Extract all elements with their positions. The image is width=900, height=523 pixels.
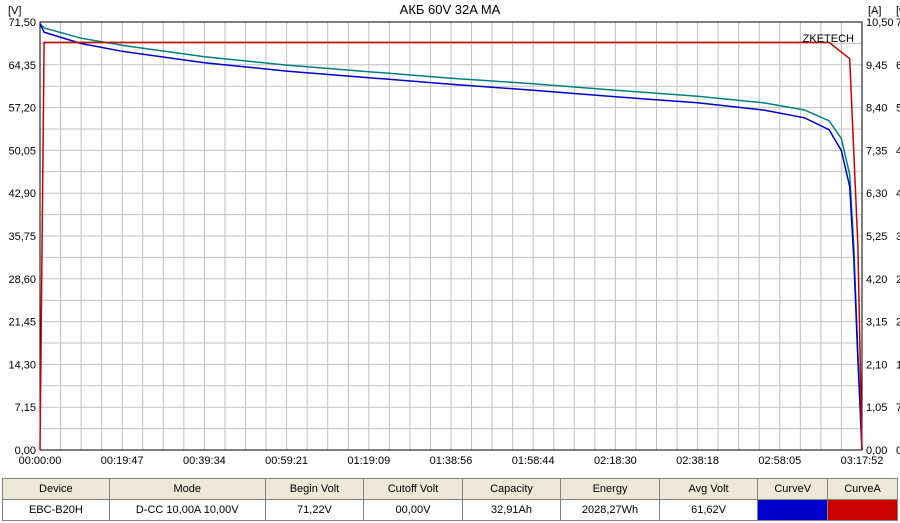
y-right-w-tick: 631,1 <box>896 60 900 72</box>
y-left-tick: 50,05 <box>8 145 36 157</box>
y-right-a-label: [A] <box>868 5 881 17</box>
watermark: ZKETECH <box>803 33 854 45</box>
col-energy: Energy <box>561 479 660 500</box>
y-right-w-tick: 350,6 <box>896 231 900 243</box>
y-left-tick: 14,30 <box>8 359 36 371</box>
y-right-a-tick: 5,25 <box>866 231 887 243</box>
x-tick: 02:58:05 <box>758 455 801 467</box>
cell-curvea <box>828 500 898 521</box>
y-left-tick: 35,75 <box>8 231 36 243</box>
y-right-w-tick: 140,2 <box>896 359 900 371</box>
x-tick: 00:59:21 <box>265 455 308 467</box>
col-mode: Mode <box>109 479 265 500</box>
x-tick: 01:19:09 <box>347 455 390 467</box>
y-left-tick: 71,50 <box>8 17 36 29</box>
y-right-w-tick: 0,0 <box>896 445 900 457</box>
table-row: EBC-B20HD-CC 10,00A 10,00V71,22V00,00V32… <box>3 500 898 521</box>
col-curvea: CurveA <box>828 479 898 500</box>
curve-v-swatch <box>758 500 827 520</box>
curve-a-swatch <box>828 500 897 520</box>
y-right-w-tick: 210,4 <box>896 317 900 329</box>
y-right-w-tick: 70,1 <box>896 402 900 414</box>
y-right-a-tick: 1,05 <box>866 402 887 414</box>
col-device: Device <box>3 479 110 500</box>
cell-begin-volt: 71,22V <box>265 500 364 521</box>
y-right-w-tick: 280,5 <box>896 274 900 286</box>
col-capacity: Capacity <box>462 479 561 500</box>
y-left-tick: 57,20 <box>8 103 36 115</box>
x-tick: 03:17:52 <box>841 455 884 467</box>
y-left-tick: 42,90 <box>8 188 36 200</box>
y-left-tick: 7,15 <box>15 402 36 414</box>
cell-avg-volt: 61,62V <box>659 500 758 521</box>
x-tick: 02:38:18 <box>676 455 719 467</box>
cell-curvev <box>758 500 828 521</box>
y-right-a-tick: 4,20 <box>866 274 887 286</box>
col-begin-volt: Begin Volt <box>265 479 364 500</box>
col-cutoff-volt: Cutoff Volt <box>364 479 463 500</box>
y-right-a-tick: 3,15 <box>866 317 887 329</box>
cell-capacity: 32,91Ah <box>462 500 561 521</box>
y-right-w-tick: 420,7 <box>896 188 900 200</box>
y-left-tick: 21,45 <box>8 317 36 329</box>
y-right-w-tick: 561,0 <box>896 103 900 115</box>
col-curvev: CurveV <box>758 479 828 500</box>
y-right-a-tick: 7,35 <box>866 145 887 157</box>
data-table: DeviceModeBegin VoltCutoff VoltCapacityE… <box>2 478 898 521</box>
x-tick: 01:58:44 <box>512 455 555 467</box>
y-right-a-tick: 9,45 <box>866 60 887 72</box>
cell-mode: D-CC 10,00A 10,00V <box>109 500 265 521</box>
y-left-tick: 28,60 <box>8 274 36 286</box>
y-right-a-tick: 8,40 <box>866 103 887 115</box>
cell-cutoff-volt: 00,00V <box>364 500 463 521</box>
cell-energy: 2028,27Wh <box>561 500 660 521</box>
x-tick: 00:00:00 <box>19 455 62 467</box>
chart-canvas: [V][A][w]0,007,1514,3021,4528,6035,7542,… <box>0 0 900 480</box>
y-right-w-tick: 701,2 <box>896 17 900 29</box>
y-left-label: [V] <box>8 5 21 17</box>
x-tick: 02:18:30 <box>594 455 637 467</box>
y-right-a-tick: 10,50 <box>866 17 894 29</box>
x-tick: 00:39:34 <box>183 455 226 467</box>
col-avg-volt: Avg Volt <box>659 479 758 500</box>
x-tick: 00:19:47 <box>101 455 144 467</box>
x-tick: 01:38:56 <box>430 455 473 467</box>
y-right-a-tick: 6,30 <box>866 188 887 200</box>
y-right-w-label: [w] <box>896 5 900 17</box>
y-right-a-tick: 2,10 <box>866 359 887 371</box>
y-left-tick: 64,35 <box>8 60 36 72</box>
cell-device: EBC-B20H <box>3 500 110 521</box>
y-right-w-tick: 490,8 <box>896 145 900 157</box>
